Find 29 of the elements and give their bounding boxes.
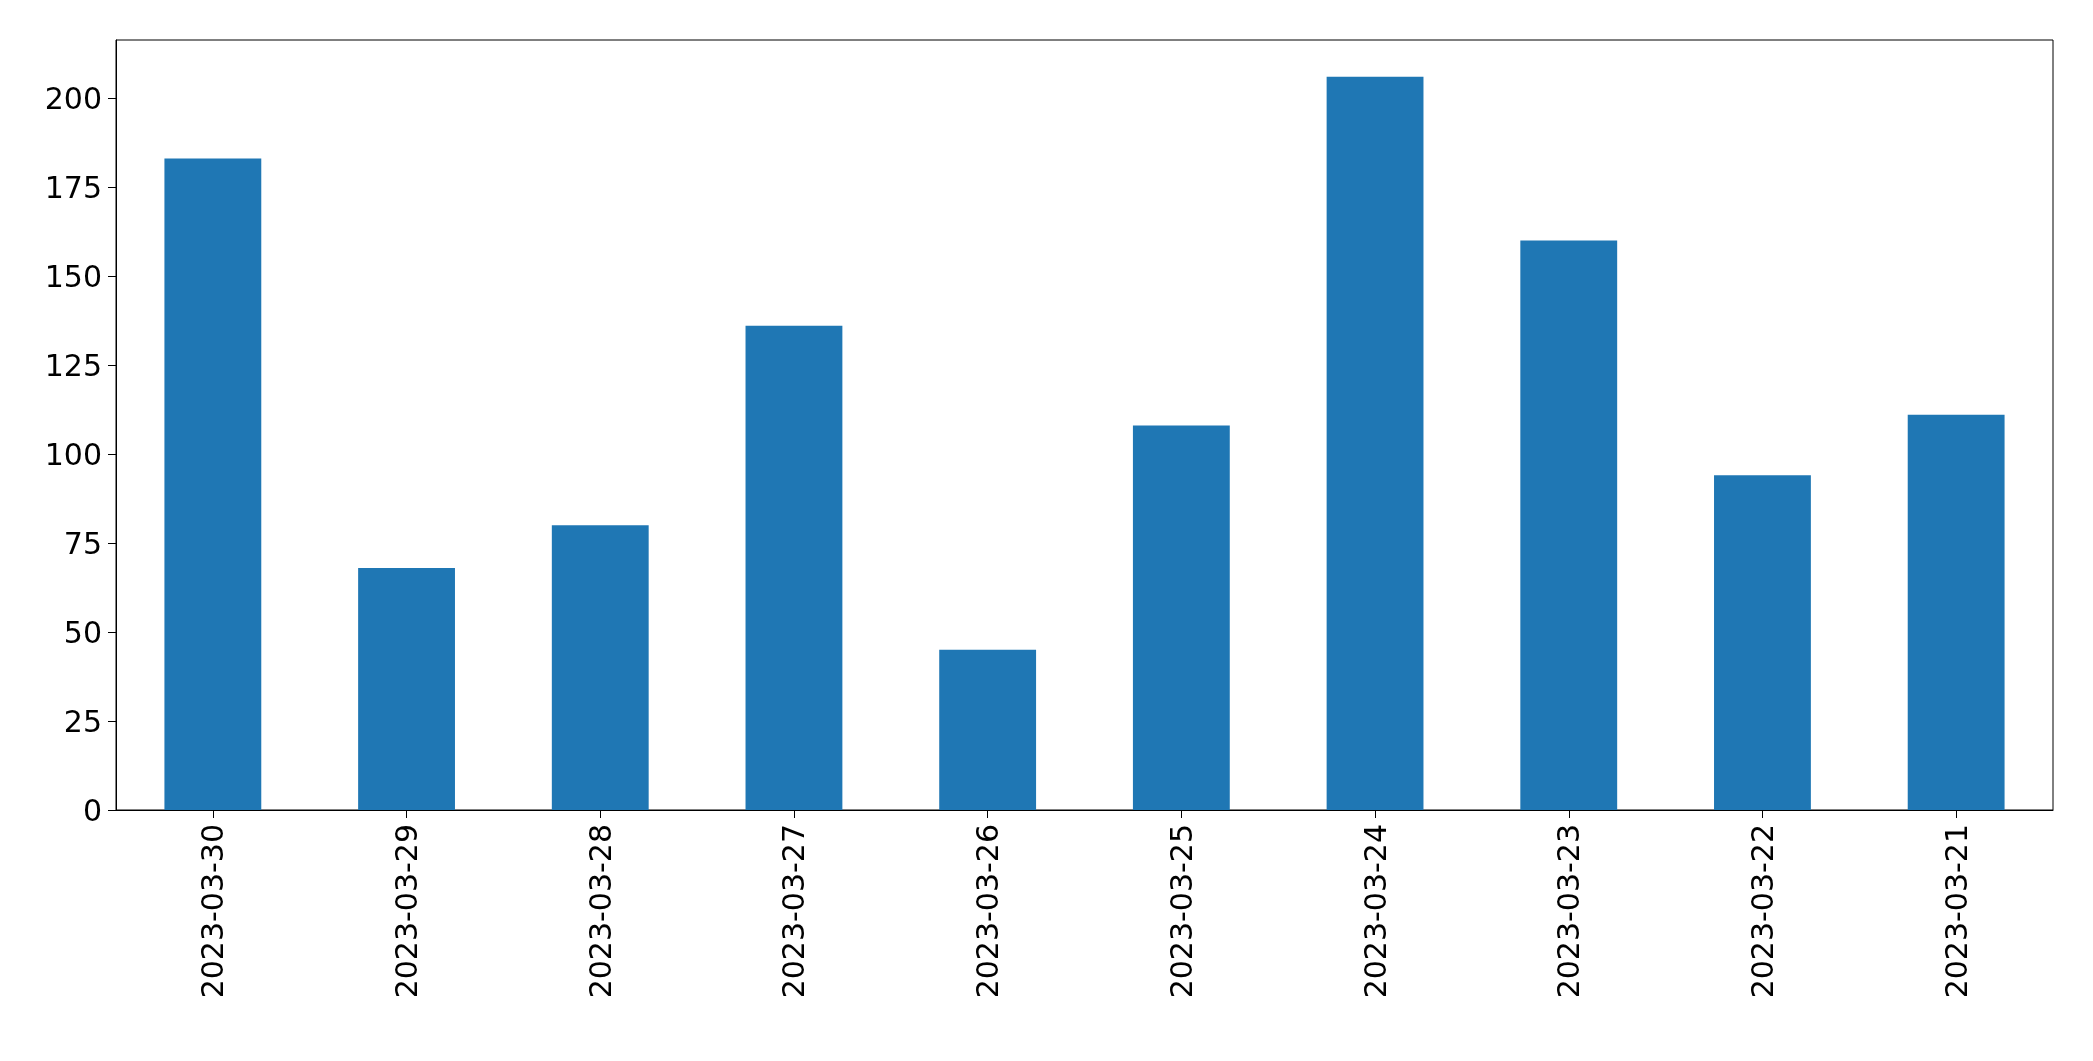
y-tick-label: 75: [63, 525, 102, 561]
y-tick-label: 175: [44, 169, 102, 205]
y-tick-label: 25: [63, 703, 102, 739]
y-tick-label: 0: [82, 792, 102, 828]
bar: [551, 525, 649, 810]
bar: [1326, 76, 1424, 810]
y-tick-label: 150: [44, 258, 102, 294]
x-tick-label: 2023-03-23: [1551, 824, 1587, 999]
y-tick-label: 125: [44, 347, 102, 383]
x-tick-label: 2023-03-25: [1163, 824, 1199, 999]
x-tick-label: 2023-03-26: [970, 824, 1006, 999]
bar: [358, 567, 455, 810]
x-tick-label: 2023-03-22: [1744, 824, 1780, 999]
bar: [1714, 475, 1811, 810]
x-tick-label: 2023-03-28: [582, 824, 618, 999]
bar: [1132, 425, 1230, 810]
bar: [745, 325, 843, 810]
y-tick-label: 50: [63, 614, 102, 650]
bar: [1520, 240, 1618, 810]
y-tick-label: 200: [44, 80, 102, 116]
bar: [164, 158, 262, 810]
x-tick-label: 2023-03-24: [1357, 824, 1393, 999]
bar: [939, 649, 1037, 810]
x-tick-label: 2023-03-27: [776, 824, 812, 999]
bar: [1907, 414, 2005, 810]
x-tick-label: 2023-03-29: [389, 824, 425, 999]
x-tick-label: 2023-03-30: [195, 824, 231, 999]
x-tick-label: 2023-03-21: [1938, 824, 1974, 999]
y-tick-label: 100: [44, 436, 102, 472]
